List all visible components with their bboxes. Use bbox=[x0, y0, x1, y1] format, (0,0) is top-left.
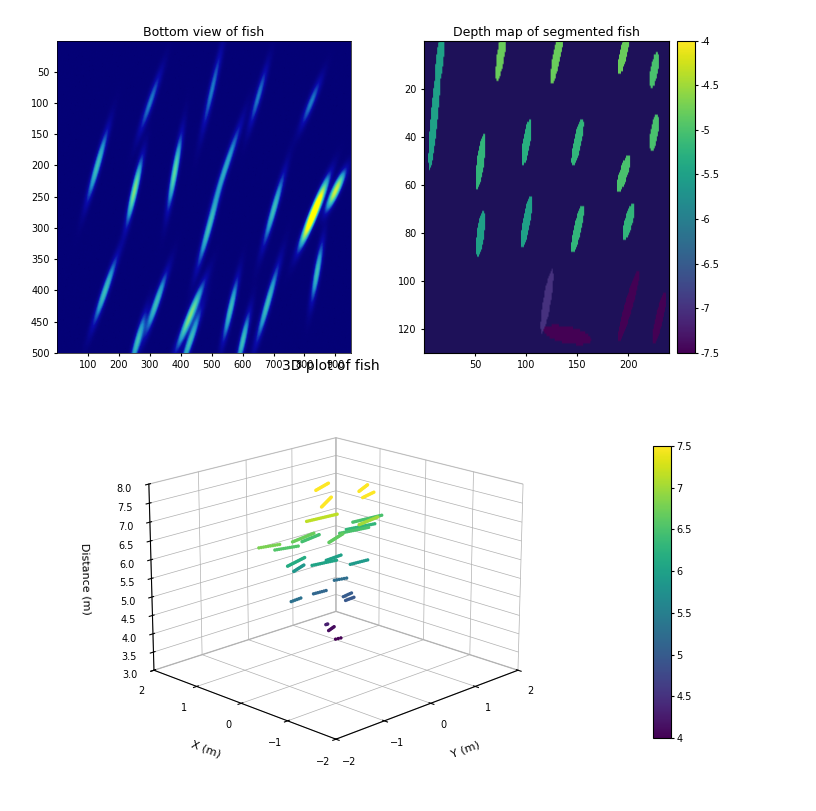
X-axis label: Y (m): Y (m) bbox=[450, 740, 481, 759]
Y-axis label: X (m): X (m) bbox=[190, 739, 223, 759]
Title: Bottom view of fish: Bottom view of fish bbox=[144, 27, 264, 40]
Title: Depth map of segmented fish: Depth map of segmented fish bbox=[453, 27, 641, 40]
Title: 3D plot of fish: 3D plot of fish bbox=[282, 359, 379, 373]
